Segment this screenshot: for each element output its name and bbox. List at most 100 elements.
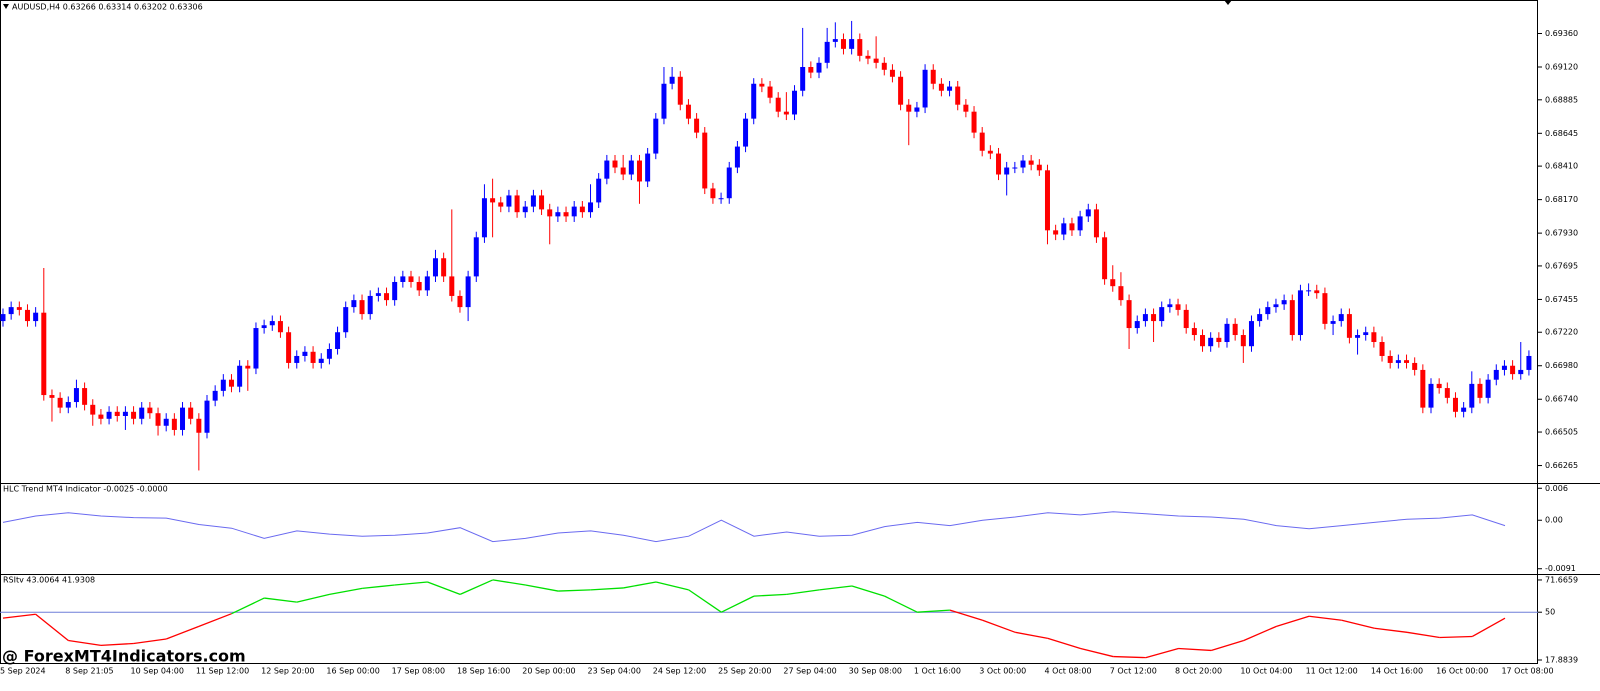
candle-body <box>1240 335 1246 347</box>
candle-body <box>1159 307 1165 322</box>
indicator-segment <box>100 642 134 647</box>
candle-body <box>783 111 789 115</box>
candle-body <box>767 86 773 98</box>
x-tick-label: 24 Sep 12:00 <box>653 667 706 676</box>
candle-body <box>335 332 341 349</box>
indicator-segment <box>819 585 853 591</box>
candle-body <box>147 407 153 414</box>
candle-body <box>261 325 267 329</box>
shift-marker <box>1224 0 1232 5</box>
y-tick-label: 0.68170 <box>1545 195 1578 204</box>
indicator-segment <box>1145 647 1179 659</box>
indicator-segment <box>427 581 461 595</box>
candle-body <box>286 332 292 363</box>
candle-body <box>1183 309 1189 329</box>
indicator-segment <box>231 597 265 615</box>
indicator-segment <box>558 589 591 592</box>
candle-body <box>343 307 349 333</box>
candle-body <box>131 411 137 419</box>
candle-body <box>1404 360 1410 363</box>
candle-body <box>914 107 920 112</box>
watermark: @ ForexMT4Indicators.com <box>2 647 246 666</box>
candle-body <box>400 276 406 282</box>
candle-body <box>375 293 381 296</box>
y-tick-label: 0.66505 <box>1545 428 1578 437</box>
candle-body <box>228 379 234 387</box>
candle-body <box>849 39 855 49</box>
x-tick-label: 30 Sep 08:00 <box>849 667 902 676</box>
candle-body <box>979 132 985 151</box>
x-tick-label: 4 Oct 08:00 <box>1044 667 1091 676</box>
indicator-segment <box>329 587 363 595</box>
indicator-segment <box>1178 647 1212 652</box>
candle-body <box>685 104 691 119</box>
candle-body <box>1371 332 1377 343</box>
indicator-segment <box>362 584 395 590</box>
candle-body <box>1338 314 1344 322</box>
candle-body <box>1281 300 1287 305</box>
candle-body <box>1102 237 1108 280</box>
candle-body <box>1200 335 1206 347</box>
indicator-line <box>2 511 1506 543</box>
x-tick-label: 18 Sep 16:00 <box>457 667 510 676</box>
candle-body <box>661 83 667 119</box>
candle-body <box>1265 307 1271 315</box>
candle-body <box>33 312 39 322</box>
candle-body <box>612 160 618 168</box>
indicator-segment <box>394 581 428 586</box>
candle-body <box>212 390 218 401</box>
candle-body <box>751 83 757 119</box>
menu-arrow[interactable] <box>3 4 9 9</box>
candle-body <box>1110 279 1116 287</box>
candle-body <box>636 160 642 182</box>
candle-body <box>1289 300 1295 336</box>
candle-body <box>669 76 675 84</box>
x-tick-label: 10 Sep 04:00 <box>131 667 184 676</box>
candle-body <box>449 276 455 296</box>
candle-body <box>743 118 749 147</box>
x-tick-label: 17 Sep 08:00 <box>392 667 445 676</box>
x-tick-label: 11 Oct 12:00 <box>1306 667 1358 676</box>
candle-body <box>1461 407 1467 412</box>
candle-body <box>1012 167 1018 169</box>
indicator-title: RSItv 43.0064 41.9308 <box>3 576 95 585</box>
chart-title: AUDUSD,H4 0.63266 0.63314 0.63202 0.6330… <box>12 3 203 12</box>
candle-body <box>930 69 936 84</box>
indicator-segment <box>68 639 102 647</box>
indicator-segment <box>688 589 722 613</box>
candle-body <box>465 276 471 308</box>
candle-body <box>302 351 308 356</box>
candle-body <box>596 178 602 203</box>
candle-body <box>180 407 186 430</box>
x-tick-label: 8 Oct 20:00 <box>1175 667 1222 676</box>
candle-body <box>1142 314 1148 322</box>
candle-body <box>106 411 112 419</box>
candle-body <box>1501 365 1507 370</box>
candle-body <box>41 312 47 396</box>
indicator-segment <box>655 581 689 591</box>
indicator-segment <box>1210 639 1244 652</box>
candle-body <box>253 328 259 369</box>
y-tick-label: 0.69360 <box>1545 29 1578 38</box>
candle-body <box>441 258 447 277</box>
indicator-segment <box>133 638 167 645</box>
candle-body <box>1510 365 1516 375</box>
candle-body <box>808 67 814 73</box>
candle-body <box>1493 369 1499 380</box>
candle-body <box>24 309 30 322</box>
candle-body <box>1232 323 1238 336</box>
candle-body <box>1273 304 1279 308</box>
y-tick-label: 0.67930 <box>1545 229 1578 238</box>
x-tick-label: 8 Sep 21:05 <box>65 667 113 676</box>
indicator-segment <box>1439 635 1473 639</box>
candle-body <box>963 104 969 112</box>
candle-body <box>1208 337 1214 347</box>
candle-body <box>457 295 463 308</box>
candle-body <box>269 321 275 326</box>
indicator-segment <box>786 589 820 595</box>
candle-body <box>498 202 504 207</box>
candle-body <box>857 39 863 56</box>
candle-body <box>971 111 977 133</box>
candle-body <box>1093 209 1099 238</box>
candle-body <box>555 212 561 217</box>
